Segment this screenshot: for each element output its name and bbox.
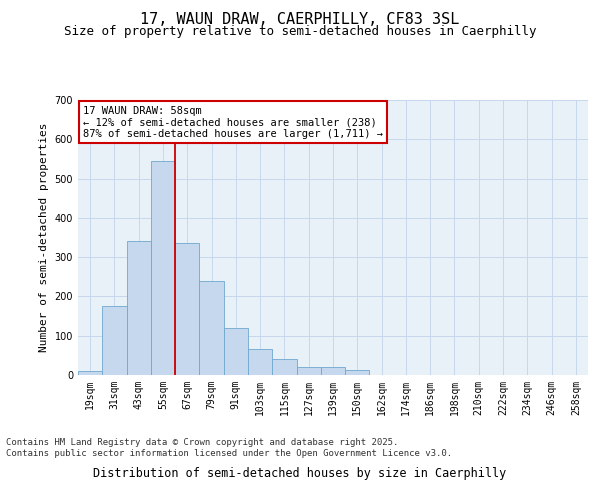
Bar — [102, 306, 127, 375]
Bar — [175, 244, 199, 375]
Bar — [78, 371, 102, 375]
Bar — [296, 367, 321, 375]
Bar — [224, 328, 248, 375]
Bar — [127, 242, 151, 375]
Text: Size of property relative to semi-detached houses in Caerphilly: Size of property relative to semi-detach… — [64, 25, 536, 38]
Bar — [151, 161, 175, 375]
Text: 17, WAUN DRAW, CAERPHILLY, CF83 3SL: 17, WAUN DRAW, CAERPHILLY, CF83 3SL — [140, 12, 460, 28]
Y-axis label: Number of semi-detached properties: Number of semi-detached properties — [39, 122, 49, 352]
Bar — [345, 370, 370, 375]
Bar — [272, 360, 296, 375]
Text: Contains HM Land Registry data © Crown copyright and database right 2025.
Contai: Contains HM Land Registry data © Crown c… — [6, 438, 452, 458]
Bar — [199, 280, 224, 375]
Text: Distribution of semi-detached houses by size in Caerphilly: Distribution of semi-detached houses by … — [94, 467, 506, 480]
Text: 17 WAUN DRAW: 58sqm
← 12% of semi-detached houses are smaller (238)
87% of semi-: 17 WAUN DRAW: 58sqm ← 12% of semi-detach… — [83, 106, 383, 138]
Bar — [321, 367, 345, 375]
Bar — [248, 350, 272, 375]
